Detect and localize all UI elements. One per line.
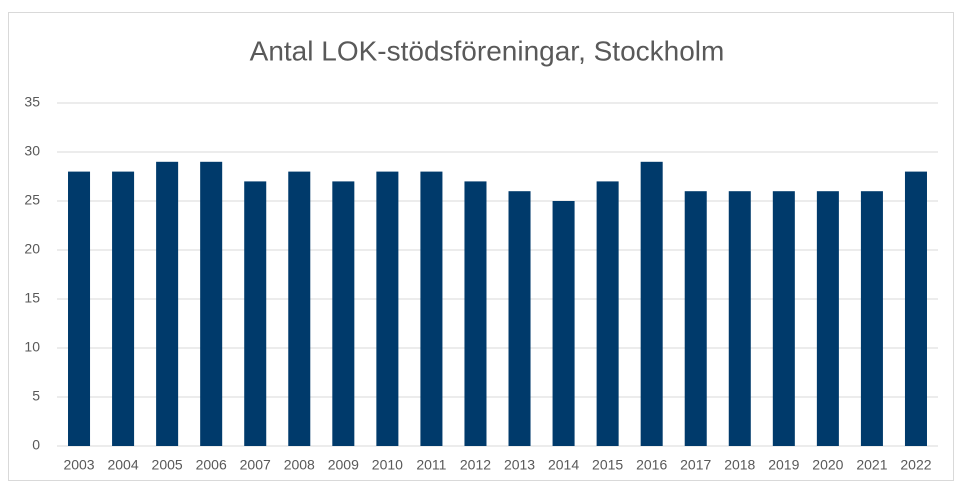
x-tick-label: 2007	[240, 457, 271, 473]
x-tick-label: 2012	[460, 457, 491, 473]
y-tick-label: 20	[24, 241, 40, 257]
x-tick-label: 2019	[768, 457, 799, 473]
y-tick-label: 25	[24, 192, 40, 208]
bar	[244, 181, 267, 446]
bar	[288, 171, 311, 446]
x-tick-label: 2020	[812, 457, 843, 473]
bar	[68, 171, 91, 446]
bar	[156, 161, 179, 447]
bar	[860, 191, 883, 446]
x-tick-label: 2018	[724, 457, 755, 473]
bar	[552, 201, 575, 446]
x-tick-label: 2014	[548, 457, 579, 473]
y-tick-label: 15	[24, 290, 40, 306]
bar	[772, 191, 795, 446]
y-tick-label: 5	[32, 388, 40, 404]
bar	[728, 191, 751, 446]
bar	[508, 191, 531, 446]
x-tick-label: 2005	[152, 457, 183, 473]
bar	[904, 171, 927, 446]
x-tick-label: 2003	[63, 457, 94, 473]
x-tick-label: 2004	[107, 457, 138, 473]
bar	[596, 181, 619, 446]
bar	[200, 161, 223, 447]
bar	[684, 191, 707, 446]
bar	[112, 171, 135, 446]
x-tick-label: 2016	[636, 457, 667, 473]
bar	[640, 161, 663, 447]
x-tick-label: 2022	[900, 457, 931, 473]
x-tick-label: 2010	[372, 457, 403, 473]
x-tick-label: 2021	[856, 457, 887, 473]
chart-title: Antal LOK-stödsföreningar, Stockholm	[250, 35, 725, 66]
y-tick-label: 35	[24, 94, 40, 110]
x-tick-label: 2009	[328, 457, 359, 473]
x-tick-label: 2013	[504, 457, 535, 473]
y-tick-label: 30	[24, 143, 40, 159]
bar	[464, 181, 487, 446]
x-tick-label: 2015	[592, 457, 623, 473]
x-tick-label: 2017	[680, 457, 711, 473]
x-tick-label: 2008	[284, 457, 315, 473]
x-tick-label: 2011	[416, 457, 446, 473]
y-tick-label: 10	[24, 339, 40, 355]
x-tick-label: 2006	[196, 457, 227, 473]
y-tick-label: 0	[32, 437, 40, 453]
bar	[376, 171, 399, 446]
bar	[816, 191, 839, 446]
bar	[420, 171, 443, 446]
bar	[332, 181, 355, 446]
